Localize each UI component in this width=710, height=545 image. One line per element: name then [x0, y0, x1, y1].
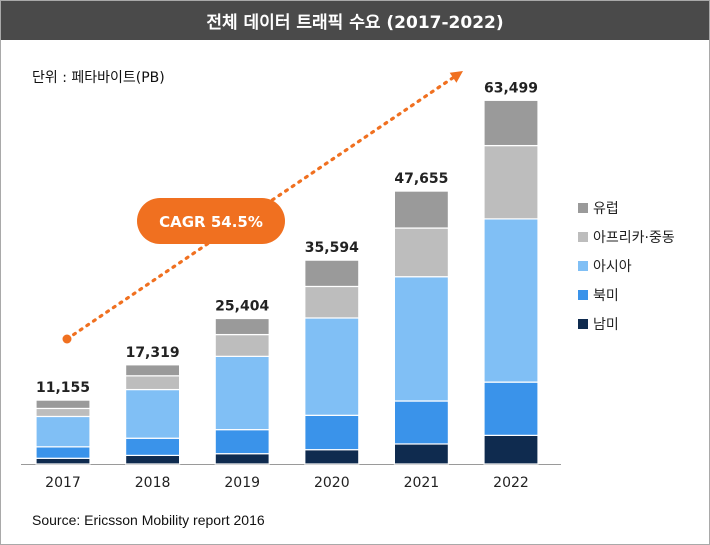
- bar-segment: [35, 399, 91, 410]
- legend-swatch: [578, 290, 588, 300]
- total-label: 17,319: [126, 345, 180, 361]
- unit-label: 단위 : 페타바이트(PB): [32, 70, 165, 86]
- bar-segment: [393, 227, 449, 278]
- legend-label: 아프리카·중동: [593, 230, 675, 246]
- bar-segment: [483, 381, 539, 436]
- total-label: 25,404: [215, 299, 269, 315]
- bar-segment: [35, 415, 91, 448]
- bar-segment: [393, 276, 449, 402]
- legend-swatch: [578, 232, 588, 242]
- bar-segment: [124, 454, 181, 465]
- bar-segment: [124, 375, 181, 391]
- bar-segment: [124, 364, 181, 377]
- bar-segment: [214, 355, 270, 431]
- total-label: 11,155: [36, 380, 90, 396]
- legend-label: 북미: [593, 288, 619, 304]
- bar-segment: [304, 285, 360, 319]
- bar-segment: [214, 429, 270, 455]
- chart-title: 전체 데이터 트래픽 수요 (2017-2022): [1, 1, 709, 40]
- x-tick-label: 2020: [314, 475, 350, 491]
- legend-label: 아시아: [593, 259, 632, 275]
- bar-segment: [393, 400, 449, 445]
- bar-segment: [35, 407, 91, 418]
- bar-segment: [214, 317, 270, 336]
- cagr-label: CAGR 54.5%: [159, 213, 263, 231]
- bar-segment: [35, 457, 91, 465]
- bar-segment: [304, 259, 360, 288]
- bar-segment: [393, 443, 449, 465]
- total-label: 35,594: [305, 240, 359, 256]
- bar-segment: [483, 434, 539, 465]
- trend-arrow-head: [449, 71, 463, 83]
- legend-swatch: [578, 203, 588, 213]
- cagr-badge: [137, 198, 285, 244]
- bar-segment: [35, 446, 91, 459]
- total-label: 47,655: [394, 171, 448, 187]
- bar-segment: [483, 99, 539, 147]
- legend-swatch: [578, 261, 588, 271]
- x-tick-label: 2018: [135, 475, 171, 491]
- bar-segment: [124, 437, 181, 457]
- bar-segment: [214, 453, 270, 465]
- legend-label: 유럽: [593, 201, 619, 217]
- x-tick-label: 2019: [224, 475, 260, 491]
- bar-segment: [483, 218, 539, 383]
- total-label: 63,499: [484, 80, 538, 96]
- bar-segment: [393, 190, 449, 229]
- x-tick-label: 2021: [404, 475, 440, 491]
- bar-segment: [304, 414, 360, 451]
- legend-label: 남미: [593, 317, 619, 333]
- bar-segment: [124, 388, 181, 439]
- bar-segment: [483, 144, 539, 220]
- source-note: Source: Ericsson Mobility report 2016: [32, 512, 265, 528]
- bar-segment: [304, 449, 360, 465]
- bar-segment: [304, 317, 360, 416]
- x-tick-label: 2022: [493, 475, 529, 491]
- legend-swatch: [578, 319, 588, 329]
- x-tick-label: 2017: [45, 475, 81, 491]
- bar-segment: [214, 333, 270, 357]
